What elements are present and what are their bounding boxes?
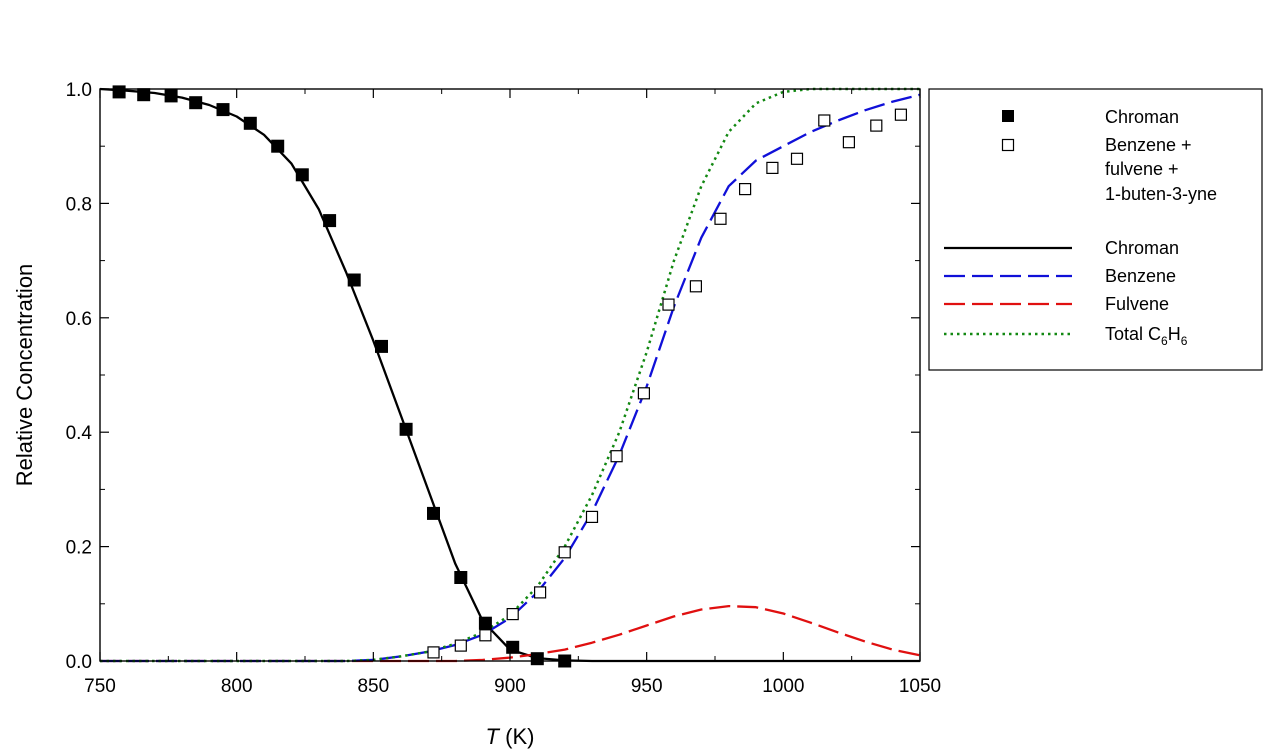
x-tick-label-1: 800 bbox=[221, 676, 253, 697]
marker-s1-3 bbox=[506, 607, 519, 621]
legend-marker-open-square bbox=[1001, 138, 1015, 152]
marker-s1-18 bbox=[894, 108, 908, 121]
legend-label-total-c6h6: Total C6H6 bbox=[1105, 324, 1188, 348]
y-axis-title: Relative Concentration bbox=[12, 264, 37, 487]
line-series-0 bbox=[99, 87, 920, 663]
legend-box bbox=[928, 88, 1263, 371]
plot-lines bbox=[99, 87, 921, 663]
marker-s1-12 bbox=[738, 183, 752, 196]
marker-s0-10 bbox=[375, 339, 388, 353]
y-tick-label-0: 0.0 bbox=[66, 652, 92, 673]
marker-s0-11 bbox=[399, 422, 413, 436]
marker-s0-4 bbox=[216, 103, 230, 117]
marker-s0-6 bbox=[271, 139, 285, 153]
x-tick-label-2: 850 bbox=[357, 676, 389, 697]
marker-s0-16 bbox=[530, 652, 544, 666]
marker-s1-17 bbox=[870, 119, 883, 132]
marker-s1-1 bbox=[454, 639, 467, 652]
x-tick-label-4: 950 bbox=[631, 676, 663, 697]
axis-ticks bbox=[99, 88, 921, 662]
y-tick-label-3: 0.6 bbox=[66, 309, 92, 330]
marker-s0-9 bbox=[347, 273, 361, 287]
line-series-1 bbox=[100, 93, 921, 663]
marker-s0-14 bbox=[478, 616, 492, 630]
legend: Chroman Benzene + fulvene + 1-buten-3-yn… bbox=[928, 88, 1263, 371]
marker-s0-13 bbox=[454, 571, 468, 584]
marker-s1-13 bbox=[766, 161, 779, 174]
legend-label-chroman-data: Chroman bbox=[1105, 107, 1179, 127]
marker-s1-15 bbox=[818, 114, 831, 127]
marker-s0-5 bbox=[243, 116, 257, 130]
marker-s1-8 bbox=[637, 387, 651, 400]
legend-label-benzene-data-line3: 1-buten-3-yne bbox=[1105, 184, 1217, 204]
marker-s0-3 bbox=[189, 96, 203, 110]
x-tick-label-3: 900 bbox=[494, 676, 526, 697]
x-tick-label-5: 1000 bbox=[762, 676, 804, 697]
x-axis-title-italic: T bbox=[486, 724, 501, 749]
legend-label-benzene-data-line1: Benzene + bbox=[1105, 135, 1192, 155]
legend-marker-chroman-filled bbox=[1002, 110, 1014, 122]
x-axis-title: T (K) bbox=[486, 724, 535, 749]
marker-s1-7 bbox=[610, 450, 623, 463]
plot-area-frame bbox=[99, 88, 921, 662]
marker-s1-2 bbox=[479, 629, 492, 642]
y-tick-label-5: 1.0 bbox=[66, 80, 92, 101]
y-tick-label-2: 0.4 bbox=[66, 423, 93, 444]
marker-s1-16 bbox=[842, 136, 856, 149]
marker-s1-14 bbox=[790, 152, 804, 165]
legend-label-chroman-model: Chroman bbox=[1105, 238, 1179, 258]
marker-s0-12 bbox=[427, 506, 440, 520]
marker-s1-4 bbox=[533, 586, 547, 599]
marker-s1-0 bbox=[427, 646, 440, 659]
marker-s0-1 bbox=[137, 88, 151, 102]
legend-label-benzene-model: Benzene bbox=[1105, 266, 1176, 286]
marker-s0-2 bbox=[164, 89, 178, 103]
marker-s0-0 bbox=[112, 85, 126, 99]
marker-s1-5 bbox=[558, 546, 571, 559]
marker-s0-7 bbox=[295, 168, 309, 182]
x-tick-label-6: 1050 bbox=[899, 676, 941, 697]
marker-s0-8 bbox=[323, 214, 337, 228]
marker-s1-9 bbox=[662, 298, 675, 311]
line-series-3 bbox=[100, 87, 920, 663]
y-tick-label-1: 0.2 bbox=[66, 538, 92, 559]
x-axis-title-unit: (K) bbox=[499, 724, 534, 749]
marker-s1-10 bbox=[689, 280, 703, 293]
marker-s1-11 bbox=[714, 212, 727, 225]
marker-s0-15 bbox=[506, 640, 520, 654]
x-tick-label-0: 750 bbox=[84, 676, 116, 697]
axis-tick-labels: 750 800 850 900 950 1000 1050 0.0 0.2 0.4 0.6 0.8 1.… bbox=[66, 80, 942, 697]
plot-markers bbox=[112, 85, 908, 668]
y-tick-label-4: 0.8 bbox=[66, 194, 92, 215]
marker-s1-6 bbox=[585, 510, 599, 523]
legend-label-fulvene-model: Fulvene bbox=[1105, 294, 1169, 314]
legend-label-benzene-data-line2: fulvene + bbox=[1105, 159, 1179, 179]
